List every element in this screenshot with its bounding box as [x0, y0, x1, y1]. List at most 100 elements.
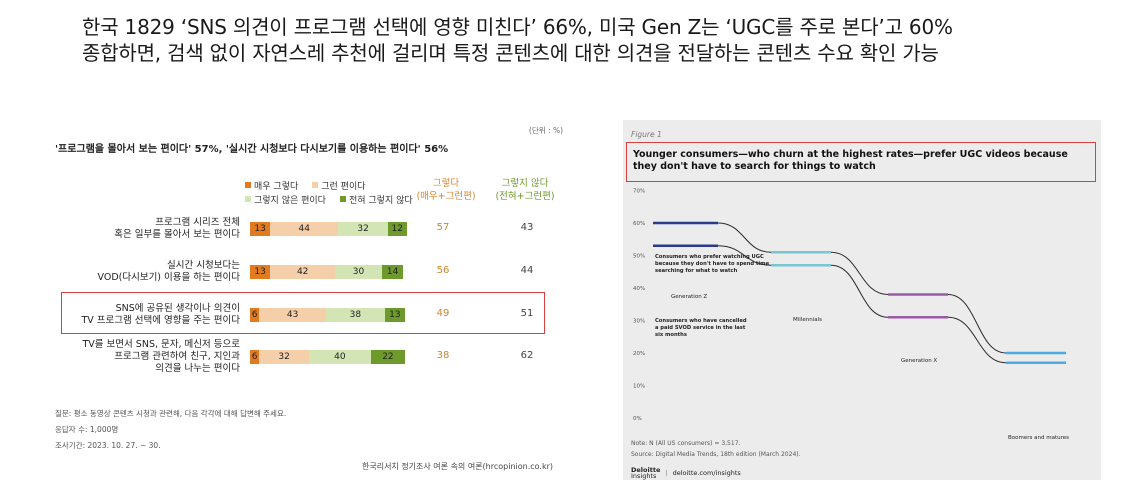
legend-label: 그런 편이다 [321, 181, 366, 192]
survey-row: SNS에 공유된 생각이나 의견이 TV 프로그램 선택에 영향을 주는 편이다 6… [55, 301, 575, 335]
bar-segment: 12 [387, 222, 407, 236]
category-label: Boomers and matures [1008, 435, 1069, 441]
headline: 한국 1829 ‘SNS 의견이 프로그램 선택에 영향 미친다’ 66%, 미… [82, 14, 1082, 66]
header-line: 그렇다 [432, 178, 460, 189]
figure-title: Younger consumers—who churn at the highe… [626, 142, 1096, 182]
category-label: Generation Z [671, 294, 707, 300]
deloitte-figure: Figure 1 Younger consumers—who churn at … [623, 120, 1101, 480]
disagree-total: 43 [520, 222, 534, 233]
legend-swatch-never [339, 196, 346, 202]
source-label: 한국리서치 정기조사 여론 속의 여론(hrcopinion.co.kr) [361, 462, 553, 471]
headline-line-1: 한국 1829 ‘SNS 의견이 프로그램 선택에 영향 미친다’ 66%, 미… [82, 15, 953, 39]
row-label: SNS에 공유된 생각이나 의견이 TV 프로그램 선택에 영향을 주는 편이다 [55, 303, 240, 327]
row-label-line: TV 프로그램 선택에 영향을 주는 편이다 [81, 315, 240, 326]
agree-total: 57 [436, 222, 450, 233]
row-label-line: 프로그램 시리즈 전체 [155, 217, 240, 228]
bar-segment: 14 [381, 265, 404, 279]
series-label: because they don't have to spend time [655, 261, 770, 267]
row-label-line: VOD(다시보기) 이용을 하는 편이다 [97, 272, 240, 283]
bar-segment: 30 [335, 265, 382, 279]
disagree-total: 51 [520, 308, 534, 319]
row-label-line: 프로그램 관련하여 친구, 지인과 [114, 351, 240, 362]
logo-line: Insights [631, 472, 657, 480]
row-label: 프로그램 시리즈 전체 혹은 일부를 몰아서 보는 편이다 [55, 217, 240, 241]
y-tick-label: 30% [633, 319, 645, 325]
stacked-bar: 6 32 40 22 [250, 350, 405, 364]
legend: 매우 그렇다 그런 편이다 그렇지 않은 편이다 전혀 그렇지 않다 [245, 178, 413, 206]
row-label-line: 실시간 시청보다는 [167, 260, 240, 271]
header-line: (매우+그런편) [416, 191, 476, 202]
y-tick-label: 50% [633, 254, 645, 260]
legend-never: 전혀 그렇지 않다 [339, 193, 413, 206]
survey-notes: 질문: 평소 동영상 콘텐츠 시청과 관련해, 다음 각각에 대해 답변해 주세… [55, 406, 286, 454]
row-label: 실시간 시청보다는 VOD(다시보기) 이용을 하는 편이다 [55, 260, 240, 284]
row-label-line: 혹은 일부를 몰아서 보는 편이다 [114, 229, 240, 240]
stacked-bar: 6 43 38 13 [250, 308, 405, 322]
y-tick-label: 70% [633, 189, 645, 195]
legend-some: 그런 편이다 [312, 179, 366, 192]
legend-swatch-some [312, 182, 319, 188]
row-label-line: TV를 보면서 SNS, 문자, 메신저 등으로 [82, 339, 241, 350]
legend-very: 매우 그렇다 [245, 179, 298, 192]
header-line: 그렇지 않다 [501, 178, 549, 189]
header-line: (전혀+그런편) [495, 191, 555, 202]
disagree-total: 44 [520, 265, 534, 276]
survey-row: 프로그램 시리즈 전체 혹은 일부를 몰아서 보는 편이다 13 44 32 12 57 43 [55, 215, 575, 249]
agree-total: 38 [436, 350, 450, 361]
series-line [653, 222, 1066, 354]
bar-segment: 32 [338, 222, 388, 236]
category-label: Generation X [901, 358, 937, 364]
series-label: searching for what to watch [655, 268, 738, 274]
bar-segment: 13 [384, 308, 405, 322]
disagree-column-header: 그렇지 않다 (전혀+그런편) [485, 177, 565, 203]
bar-segment: 43 [259, 308, 326, 322]
stacked-bar: 13 44 32 12 [250, 222, 407, 236]
series-label: Consumers who prefer watching UGC [655, 254, 764, 260]
y-tick-label: 60% [633, 221, 645, 227]
unit-label: (단위 : %) [528, 126, 563, 135]
category-label: Millennials [793, 317, 822, 323]
legend-label: 전혀 그렇지 않다 [348, 195, 413, 206]
agree-column-header: 그렇다 (매우+그런편) [411, 177, 481, 203]
y-tick-label: 10% [633, 384, 645, 390]
bar-segment: 13 [250, 222, 271, 236]
y-tick-label: 0% [633, 416, 642, 422]
disagree-total: 62 [520, 350, 534, 361]
figure-note: Note: N (All US consumers) = 3,517. [631, 440, 741, 447]
bar-segment: 22 [370, 350, 405, 364]
bar-segment: 13 [250, 265, 271, 279]
series-label: Consumers who have cancelled [655, 318, 747, 324]
row-label-line: 의견을 나누는 편이다 [155, 363, 240, 374]
survey-row: TV를 보면서 SNS, 문자, 메신저 등으로 프로그램 관련하여 친구, 지인… [55, 339, 575, 377]
survey-row: 실시간 시청보다는 VOD(다시보기) 이용을 하는 편이다 13 42 30 14 56 4… [55, 258, 575, 292]
legend-label: 그렇지 않은 편이다 [254, 195, 326, 206]
logo-site: deloitte.com/insights [672, 469, 741, 477]
highlight-box [61, 292, 545, 334]
row-label: TV를 보면서 SNS, 문자, 메신저 등으로 프로그램 관련하여 친구, 지인… [55, 339, 241, 375]
bar-segment: 38 [325, 308, 385, 322]
agree-total: 56 [436, 265, 450, 276]
headline-line-2: 종합하면, 검색 없이 자연스레 추천에 걸리며 특정 콘텐츠에 대한 의견을 … [82, 41, 939, 65]
line-chart: 70% 60% 50% 40% 30% 20% 10% 0% Consumers who pre… [633, 189, 1069, 442]
korea-survey-chart: (단위 : %) '프로그램을 몰아서 보는 편이다' 57%, '실시간 시청… [55, 118, 575, 478]
legend-swatch-notmuch [245, 196, 251, 202]
figure-source: Source: Digital Media Trends, 18th editi… [631, 451, 801, 458]
series-line [653, 245, 1066, 364]
agree-total: 49 [436, 308, 450, 319]
bar-segment: 32 [259, 350, 309, 364]
legend-swatch-very [245, 182, 251, 188]
y-tick-label: 20% [633, 351, 645, 357]
figure-label: Figure 1 [631, 130, 662, 139]
bar-segment: 40 [308, 350, 371, 364]
bar-segment: 44 [270, 222, 339, 236]
row-label-line: SNS에 공유된 생각이나 의견이 [115, 303, 240, 314]
legend-notmuch: 그렇지 않은 편이다 [245, 193, 326, 206]
note-period: 조사기간: 2023. 10. 27. ~ 30. [55, 441, 161, 450]
bar-segment: 42 [270, 265, 336, 279]
bar-segment: 6 [250, 350, 260, 364]
stacked-bar: 13 42 30 14 [250, 265, 404, 279]
logo-line: Deloitte [631, 466, 661, 474]
chart-subtitle: '프로그램을 몰아서 보는 편이다' 57%, '실시간 시청보다 다시보기를 … [55, 144, 449, 155]
series-label: a paid SVOD service in the last [655, 325, 746, 331]
deloitte-logo: Deloitte Insights | deloitte.com/insights [631, 466, 741, 480]
